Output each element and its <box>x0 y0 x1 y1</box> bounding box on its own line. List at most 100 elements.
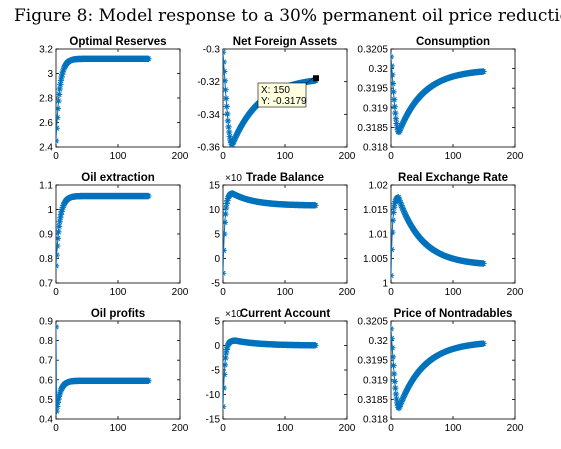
data-point <box>223 103 230 110</box>
subplot-title: Real Exchange Rate <box>398 172 508 184</box>
data-point <box>391 378 398 385</box>
data-point <box>391 80 397 87</box>
y-tick-label: -5 <box>211 366 220 377</box>
x-tick-label: 100 <box>445 423 462 434</box>
data-point <box>397 124 405 131</box>
data-point <box>398 396 406 404</box>
x-tick-label: 200 <box>507 287 524 298</box>
subplot-title: Oil profits <box>91 308 145 320</box>
data-point <box>223 354 229 362</box>
y-tick-label: -5 <box>211 279 220 290</box>
subplot-title: Trade Balance <box>246 172 324 184</box>
data-point <box>392 390 400 398</box>
subplot-title: Net Foreign Assets <box>233 36 337 48</box>
plot-area <box>390 320 516 420</box>
x-tick-label: 100 <box>110 287 127 298</box>
y-tick-label: 0.7 <box>39 356 53 367</box>
x-tick-label: 0 <box>388 151 394 162</box>
data-point <box>391 335 395 342</box>
data-point <box>397 199 404 206</box>
y-exponent-label: ×10 <box>225 173 242 184</box>
plot-area <box>390 184 516 284</box>
data-point <box>56 396 62 403</box>
y-tick-label: 3 <box>47 69 53 80</box>
y-tick-label: 0.4 <box>39 415 53 426</box>
data-point <box>398 398 405 405</box>
y-tick-label: 0.32 <box>369 64 389 75</box>
y-tick-label: 0 <box>214 254 220 265</box>
x-tick-label: 200 <box>339 151 356 162</box>
series-markers <box>391 325 487 412</box>
data-point <box>393 120 400 127</box>
x-tick-label: 0 <box>388 423 394 434</box>
data-point <box>396 197 403 204</box>
data-point <box>223 270 227 277</box>
plot-area <box>55 184 181 284</box>
y-tick-label: 1.005 <box>363 254 388 265</box>
x-tick-label: 200 <box>507 423 524 434</box>
y-tick-label: -0.36 <box>197 143 220 154</box>
data-point <box>223 361 229 369</box>
data-point <box>56 218 63 225</box>
data-point <box>394 402 402 409</box>
data-point <box>395 128 403 136</box>
data-point <box>57 211 65 218</box>
x-tick-label: 0 <box>220 423 226 434</box>
y-tick-label: 0.3195 <box>357 356 388 367</box>
y-tick-label: 1.1 <box>39 181 53 192</box>
data-point <box>391 204 398 211</box>
x-tick-label: 200 <box>172 151 189 162</box>
data-point <box>391 246 395 253</box>
data-point <box>224 197 231 204</box>
data-point <box>56 407 60 415</box>
data-point <box>391 200 398 207</box>
data-point <box>224 117 232 125</box>
data-point <box>224 343 231 351</box>
plot-area <box>55 320 181 420</box>
data-point <box>400 208 408 215</box>
data-point <box>59 203 67 211</box>
subplot-1: Optimal Reserves 0 100 200 2.4 2.6 2.8 3 3.2 <box>39 36 189 162</box>
plot-area <box>222 320 348 420</box>
y-tick-label: 0.319 <box>363 375 388 386</box>
y-tick-label: 5 <box>214 230 220 241</box>
data-point <box>397 401 404 408</box>
data-point <box>391 228 396 236</box>
datatip-box[interactable] <box>257 82 307 108</box>
data-point <box>400 392 408 400</box>
data-point <box>394 126 402 134</box>
figure-caption: Figure 8: Model response to a 30% perman… <box>14 6 561 26</box>
data-point <box>396 403 403 410</box>
y-tick-label: 0 <box>214 341 220 352</box>
x-tick-label: 0 <box>220 151 226 162</box>
y-tick-label: 15 <box>209 181 221 192</box>
x-tick-label: 100 <box>445 287 462 298</box>
data-point <box>400 206 407 214</box>
data-point <box>223 219 229 226</box>
data-point <box>226 128 233 136</box>
data-point <box>230 137 238 144</box>
y-tick-label: -0.34 <box>197 110 220 121</box>
data-point <box>223 95 230 102</box>
data-point <box>480 260 487 267</box>
y-tick-label: 0.3185 <box>357 123 388 134</box>
y-tick-label: 1 <box>47 205 53 216</box>
series-markers <box>223 190 319 277</box>
data-point <box>397 400 405 407</box>
data-point <box>480 68 487 75</box>
x-tick-label: 0 <box>53 151 59 162</box>
subplot-title: Price of Nontradables <box>394 308 513 320</box>
data-point <box>226 133 234 140</box>
x-tick-label: 200 <box>172 287 189 298</box>
y-tick-label: 0.32 <box>369 336 389 347</box>
datatip-marker[interactable] <box>313 75 319 82</box>
data-point <box>223 86 229 94</box>
x-tick-label: 200 <box>507 151 524 162</box>
data-point <box>223 371 228 378</box>
data-point <box>392 198 399 205</box>
series-markers <box>56 323 152 415</box>
datatip-x-label: X: 150 <box>261 85 290 96</box>
series-markers <box>56 55 152 145</box>
x-tick-label: 0 <box>388 287 394 298</box>
x-tick-label: 0 <box>220 287 226 298</box>
